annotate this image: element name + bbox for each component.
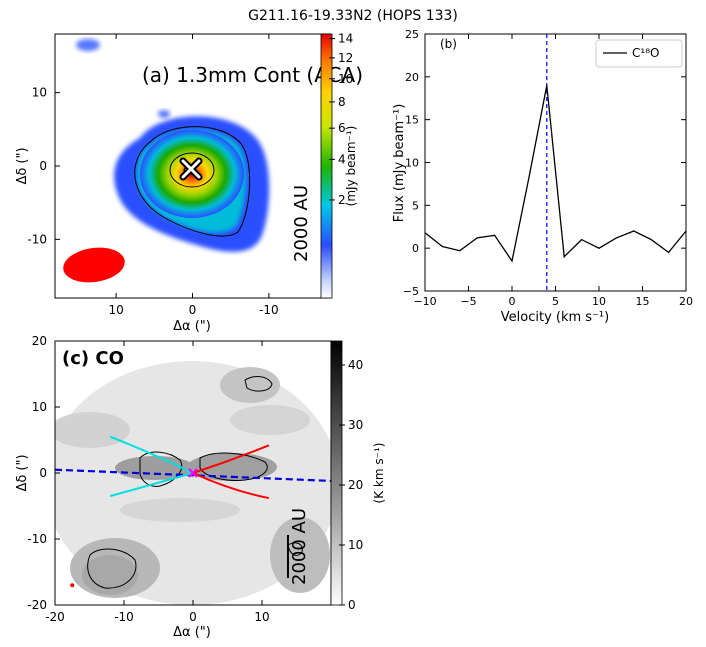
x-tick-label: −10 <box>413 295 436 308</box>
panel-b-frame <box>424 33 687 292</box>
x-tick-label: 0 <box>509 295 516 308</box>
colorbar-tick-label: 6 <box>338 121 346 135</box>
figure-title: G211.16-19.33N2 (HOPS 133) <box>248 8 458 24</box>
panel-a-colorbar-ticks: 2 4 6 8 10 12 14 <box>329 32 353 207</box>
contour-inner <box>169 152 215 188</box>
panel-b-xlabel: Velocity (km s⁻¹) <box>501 310 609 325</box>
panel-a-xlabel: Δα (") <box>173 319 211 334</box>
co-emission-patches <box>55 367 330 598</box>
colorbar-tick-label: 20 <box>348 478 363 492</box>
colorbar-tick-label: 40 <box>348 358 363 372</box>
y-tick-label: -10 <box>27 232 47 246</box>
y-tick-label: 25 <box>405 28 419 41</box>
y-tick-label: -10 <box>27 532 47 546</box>
panel-a-ticks: 10 0 -10 10 0 -10 <box>27 34 279 317</box>
x-tick-label: −5 <box>460 295 476 308</box>
y-tick-label: 20 <box>405 71 419 84</box>
panel-a-scale-bar-label: 2000 AU <box>291 185 312 262</box>
colorbar-tick-label: 0 <box>348 598 356 612</box>
legend-label-c18o: C¹⁸O <box>632 46 659 60</box>
panel-b-legend: C¹⁸O <box>595 39 683 68</box>
panel-c-colorbar-ticks: 0 10 20 30 40 <box>339 358 363 612</box>
x-tick-label: 15 <box>636 295 650 308</box>
panel-b-label: (b) <box>440 37 457 51</box>
colorbar-tick-label: 10 <box>338 72 353 86</box>
continuum-blob-north <box>158 110 170 118</box>
continuum-map <box>63 39 270 283</box>
x-tick-label: -10 <box>114 610 134 624</box>
panel-c: (c) CO 2000 AU -20 -10 0 10 20 10 0 -10 -20 Δα (… <box>15 334 386 640</box>
x-tick-label: -10 <box>259 303 279 317</box>
c18o-spectrum-line <box>424 85 687 263</box>
beam-marker <box>70 583 75 588</box>
panel-a-colorbar <box>320 33 333 299</box>
x-tick-label: 0 <box>189 303 197 317</box>
colorbar-tick-label: 12 <box>338 51 353 65</box>
y-tick-label: −5 <box>403 285 419 298</box>
panel-c-colorbar-label: (K km s⁻¹) <box>372 443 386 504</box>
panel-a-colorbar-label: (mJy beam⁻¹) <box>344 126 358 207</box>
y-tick-label: 10 <box>32 400 47 414</box>
y-tick-label: -20 <box>27 598 47 612</box>
colorbar-tick-label: 14 <box>338 32 353 46</box>
contour-outer <box>134 126 251 237</box>
co-map <box>55 361 331 605</box>
x-tick-label: 5 <box>552 295 559 308</box>
panel-c-xlabel: Δα (") <box>173 625 211 640</box>
y-tick-label: 5 <box>412 199 419 212</box>
x-tick-label: 10 <box>254 610 269 624</box>
panel-a-ylabel: Δδ (") <box>15 147 30 184</box>
y-tick-label: 20 <box>32 334 47 348</box>
panel-c-ylabel: Δδ (") <box>15 454 30 491</box>
center-cross <box>188 468 198 478</box>
panel-c-colorbar <box>330 340 343 606</box>
blue-lobe-lower-edge <box>109 472 194 498</box>
red-lobe-upper-edge <box>192 444 270 474</box>
x-tick-label: 20 <box>679 295 693 308</box>
y-tick-label: 0 <box>39 466 47 480</box>
outflow-axis <box>55 468 331 483</box>
x-tick-label: 10 <box>592 295 606 308</box>
x-tick-label: 10 <box>108 303 123 317</box>
source-center-marker <box>188 468 198 478</box>
beam-ellipse <box>63 247 125 283</box>
continuum-blob-northwest <box>76 39 100 51</box>
colorbar-tick-label: 4 <box>338 152 346 166</box>
panel-c-scale-bar-label: 2000 AU <box>289 508 310 585</box>
panel-c-label: (c) CO <box>62 348 124 369</box>
red-lobe-lower-edge <box>192 472 270 500</box>
blue-lobe-upper-edge <box>109 435 194 474</box>
colorbar-tick-label: 2 <box>338 193 346 207</box>
colorbar-tick-label: 10 <box>348 538 363 552</box>
y-tick-label: 0 <box>412 242 419 255</box>
y-tick-label: 10 <box>32 86 47 100</box>
peak-marker <box>179 157 203 181</box>
x-tick-label: 0 <box>189 610 197 624</box>
panel-b-ylabel: Flux (mJy beam⁻¹) <box>392 104 407 223</box>
y-tick-label: 10 <box>405 157 419 170</box>
y-tick-label: 0 <box>39 159 47 173</box>
y-tick-label: 15 <box>405 114 419 127</box>
colorbar-tick-label: 8 <box>338 95 346 109</box>
panel-c-ticks: -20 -10 0 10 20 10 0 -10 -20 <box>27 334 269 624</box>
panel-a: (a) 1.3mm Cont (ACA) 2000 AU 10 0 -10100-1… <box>15 32 363 334</box>
x-tick-label: -20 <box>45 610 65 624</box>
colorbar-tick-label: 30 <box>348 418 363 432</box>
